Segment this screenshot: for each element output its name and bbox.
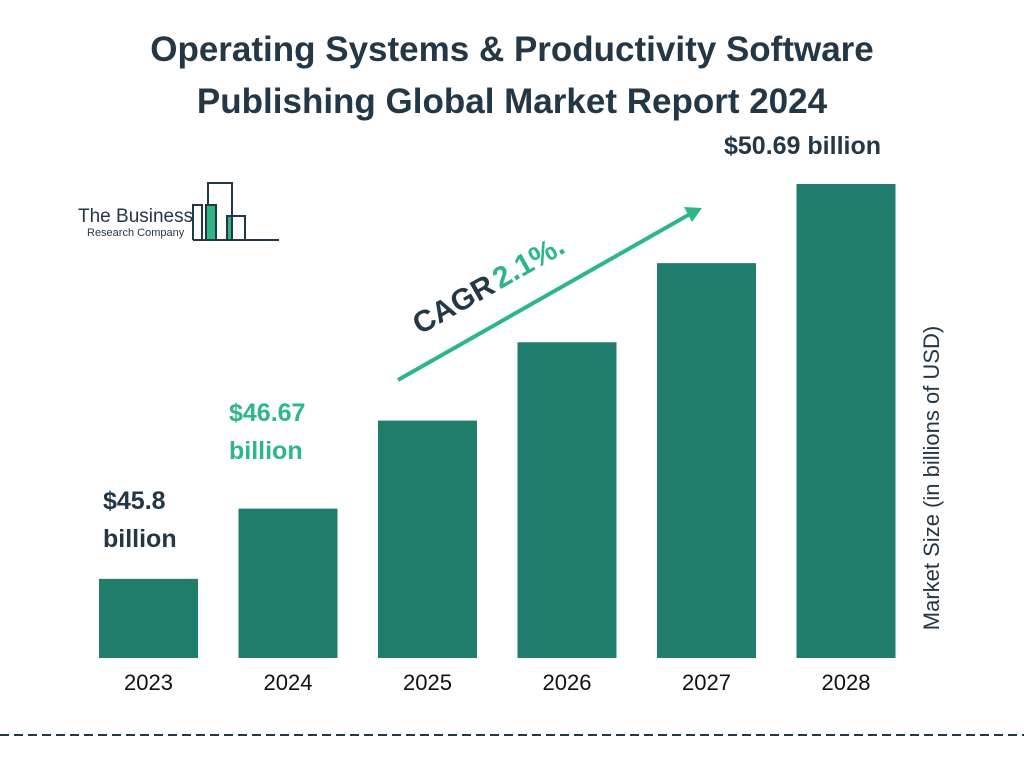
logo-bar-green-1 xyxy=(205,204,217,241)
x-tick-2025: 2025 xyxy=(403,670,452,695)
data-label-2023: $45.8 billion xyxy=(103,482,177,558)
bar-2026 xyxy=(517,342,617,658)
bar-2027 xyxy=(657,263,756,658)
x-tick-2028: 2028 xyxy=(822,670,871,695)
x-tick-2023: 2023 xyxy=(124,670,173,695)
data-label-2024-value: $46.67 xyxy=(229,399,306,427)
bar-2024 xyxy=(238,508,338,658)
logo-line-1: The Business xyxy=(78,206,193,227)
chart-title: Operating Systems & Productivity Softwar… xyxy=(0,24,1024,128)
data-label-2028: $50.69 billion xyxy=(724,132,882,160)
bar-2025 xyxy=(378,420,477,658)
data-label-2024-unit: billion xyxy=(229,437,303,465)
y-axis-label: Market Size (in billions of USD) xyxy=(919,325,944,631)
x-tick-2026: 2026 xyxy=(543,670,592,695)
bar-2023 xyxy=(99,578,198,658)
data-label-2023-unit: billion xyxy=(103,525,177,553)
data-label-2024: $46.67 billion xyxy=(229,394,305,470)
x-tick-2024: 2024 xyxy=(264,670,313,695)
logo-bar-green-2 xyxy=(226,215,233,241)
company-logo: The Business Research Company xyxy=(78,182,279,241)
cagr-value: 2.1%. xyxy=(487,229,570,296)
cagr-arrow xyxy=(397,207,702,382)
data-label-2023-value: $45.8 xyxy=(103,487,166,515)
bar-2028 xyxy=(796,184,896,658)
x-tick-2027: 2027 xyxy=(682,670,731,695)
logo-line-2: Research Company xyxy=(87,227,185,239)
title-line-2: Publishing Global Market Report 2024 xyxy=(196,82,828,121)
title-line-1: Operating Systems & Productivity Softwar… xyxy=(150,30,874,69)
